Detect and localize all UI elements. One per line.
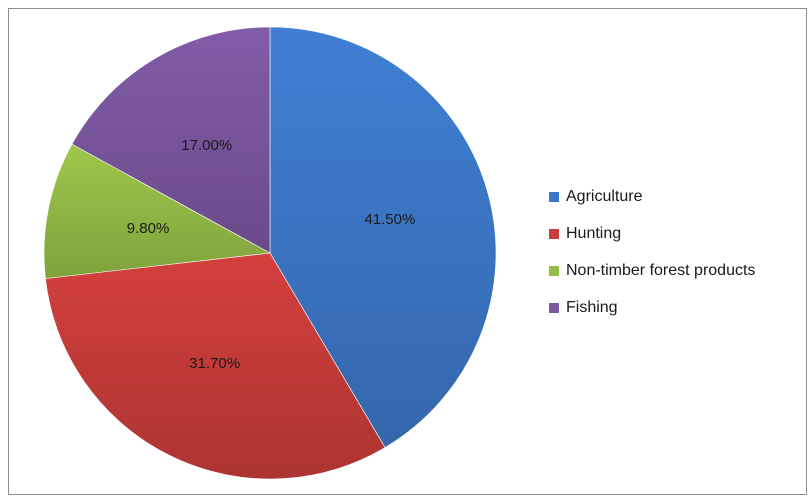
legend-swatch-non-timber-forest-products — [549, 266, 559, 276]
legend-label-non-timber-forest-products: Non-timber forest products — [566, 262, 755, 279]
pie-slice-agriculture — [269, 26, 497, 448]
data-label-hunting: 31.70% — [189, 355, 240, 372]
legend: Agriculture Hunting Non-timber forest prod… — [549, 188, 755, 316]
legend-swatch-agriculture — [549, 192, 559, 202]
legend-swatch-hunting — [549, 229, 559, 239]
data-label-fishing: 17.00% — [181, 137, 232, 154]
data-label-non-timber-forest-products: 9.80% — [127, 220, 170, 237]
legend-label-hunting: Hunting — [566, 225, 621, 242]
pie-slice-fishing — [71, 26, 271, 254]
pie-data-labels: 41.50% 31.70% 9.80% 17.00% — [127, 137, 416, 372]
pie-slice-hunting — [45, 252, 386, 480]
legend-label-fishing: Fishing — [566, 299, 618, 316]
pie-slices — [43, 26, 497, 480]
legend-swatch-fishing — [549, 303, 559, 313]
legend-label-agriculture: Agriculture — [566, 188, 643, 205]
data-label-agriculture: 41.50% — [364, 211, 415, 228]
pie-slice-non-timber-forest-products — [43, 143, 271, 279]
